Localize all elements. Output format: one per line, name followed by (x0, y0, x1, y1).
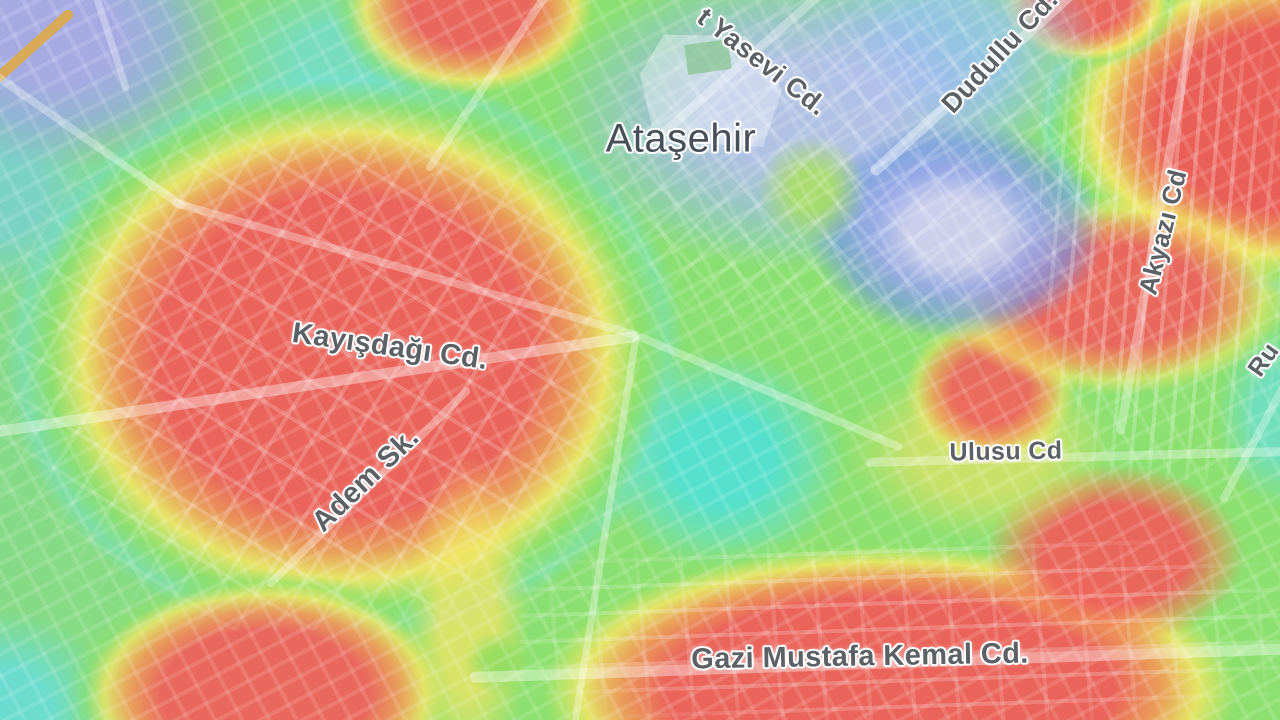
map-canvas[interactable]: Ataşehir t Yasevi Cd. Dudullu Cd. Akyazı… (0, 0, 1280, 720)
heatmap-overlay (0, 0, 1280, 720)
